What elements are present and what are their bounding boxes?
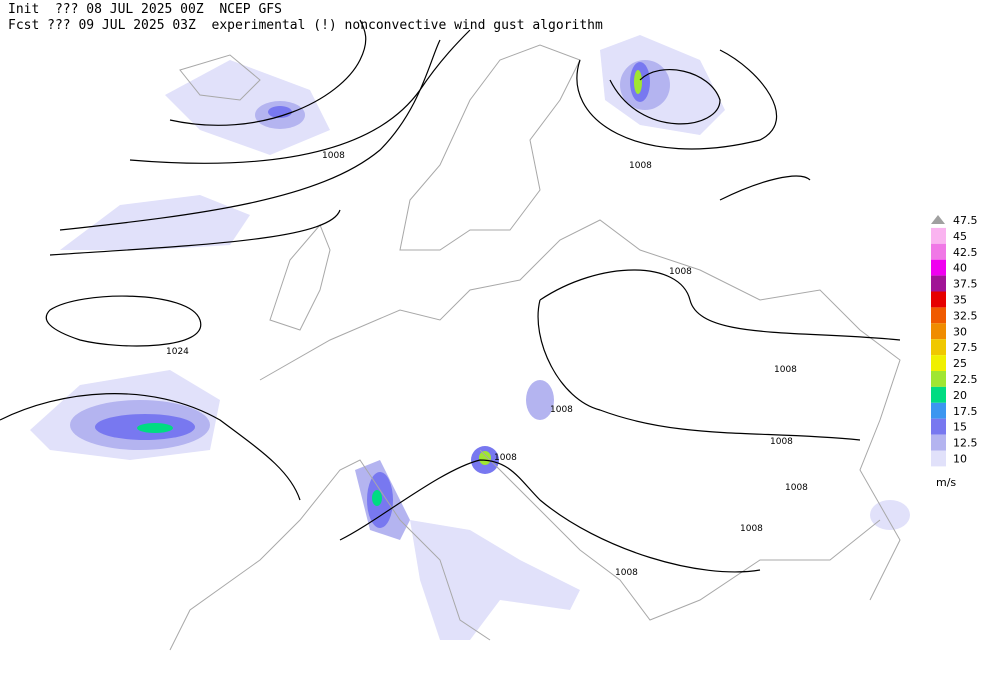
legend-swatch bbox=[931, 386, 946, 403]
legend-swatch bbox=[931, 307, 946, 324]
wind-area bbox=[870, 500, 910, 530]
coastline bbox=[169, 459, 491, 651]
legend-swatch bbox=[931, 323, 946, 340]
wind-area bbox=[526, 380, 554, 420]
coastline bbox=[179, 54, 261, 101]
legend-swatch bbox=[931, 227, 946, 244]
isobar-label: 1024 bbox=[166, 347, 189, 357]
legend-label: 25 bbox=[953, 357, 967, 370]
legend-label: 20 bbox=[953, 389, 967, 402]
legend-label: 35 bbox=[953, 294, 967, 307]
isobar-label: 1008 bbox=[774, 365, 797, 375]
isobar bbox=[719, 175, 811, 201]
wind-area bbox=[268, 106, 292, 118]
legend-label: 42.5 bbox=[953, 246, 978, 259]
isobar-label: 1008 bbox=[669, 267, 692, 277]
legend-swatch bbox=[931, 259, 946, 276]
isobar bbox=[59, 39, 441, 231]
isobar-label: 1008 bbox=[785, 483, 808, 493]
isobar-labels: 1008 1008 1008 1008 1008 1008 1008 1008 … bbox=[166, 151, 808, 578]
wind-area bbox=[165, 60, 330, 155]
isobar-label: 1008 bbox=[770, 437, 793, 447]
legend-label: 32.5 bbox=[953, 309, 978, 322]
legend-triangle bbox=[931, 215, 945, 224]
coastline bbox=[269, 224, 331, 331]
isobar bbox=[539, 269, 901, 341]
wind-area bbox=[410, 520, 580, 640]
wind-area bbox=[137, 423, 173, 433]
header-init: Init ??? 08 JUL 2025 00Z NCEP GFS bbox=[8, 2, 282, 17]
isobar-label: 1008 bbox=[740, 524, 763, 534]
coastline bbox=[399, 44, 581, 251]
legend-swatch bbox=[931, 434, 946, 451]
isobar bbox=[169, 19, 367, 126]
isobar-label: 1008 bbox=[550, 405, 573, 415]
wind-area bbox=[479, 451, 491, 465]
legend-label: 45 bbox=[953, 230, 967, 243]
isobar bbox=[45, 295, 202, 347]
legend-label: 47.5 bbox=[953, 214, 978, 227]
isobar-label: 1008 bbox=[615, 568, 638, 578]
coastline bbox=[479, 449, 881, 621]
isobar bbox=[0, 393, 301, 501]
legend-label: 10 bbox=[953, 453, 967, 466]
legend-label: 17.5 bbox=[953, 405, 978, 418]
legend-swatch bbox=[931, 339, 946, 356]
legend-unit: m/s bbox=[936, 476, 956, 489]
legend-swatch bbox=[931, 402, 946, 419]
legend-swatch bbox=[931, 371, 946, 387]
header-fcst: Fcst ??? 09 JUL 2025 03Z experimental (!… bbox=[8, 18, 603, 33]
legend-label: 12.5 bbox=[953, 437, 978, 450]
legend-swatch bbox=[931, 418, 946, 435]
legend-label: 40 bbox=[953, 262, 967, 275]
coastlines bbox=[169, 44, 901, 651]
isobar bbox=[576, 49, 778, 150]
isobar bbox=[537, 299, 861, 441]
isobar bbox=[339, 459, 761, 573]
isobar-label: 1008 bbox=[322, 151, 345, 161]
isobar-label: 1008 bbox=[629, 161, 652, 171]
legend: 47.5 45 42.5 40 37.5 35 32.5 30 27.5 25 22.5 20 17.5… bbox=[931, 214, 978, 467]
legend-label: 30 bbox=[953, 325, 967, 338]
legend-swatch bbox=[931, 243, 946, 260]
isobar-label: 1008 bbox=[494, 453, 517, 463]
legend-label: 27.5 bbox=[953, 341, 978, 354]
legend-swatch bbox=[931, 355, 946, 371]
coastline bbox=[259, 219, 901, 601]
isobar bbox=[49, 209, 341, 256]
legend-label: 37.5 bbox=[953, 278, 978, 291]
isobar bbox=[129, 29, 471, 164]
isobar bbox=[609, 69, 721, 125]
legend-label: 15 bbox=[953, 421, 967, 434]
legend-swatch bbox=[931, 450, 946, 467]
legend-swatch bbox=[931, 275, 946, 292]
wind-area bbox=[60, 195, 250, 250]
isobars bbox=[0, 19, 901, 573]
wind-shading bbox=[30, 35, 910, 640]
wind-area bbox=[634, 70, 642, 94]
wind-area bbox=[372, 490, 382, 506]
legend-label: 22.5 bbox=[953, 373, 978, 386]
legend-swatch bbox=[931, 291, 946, 308]
